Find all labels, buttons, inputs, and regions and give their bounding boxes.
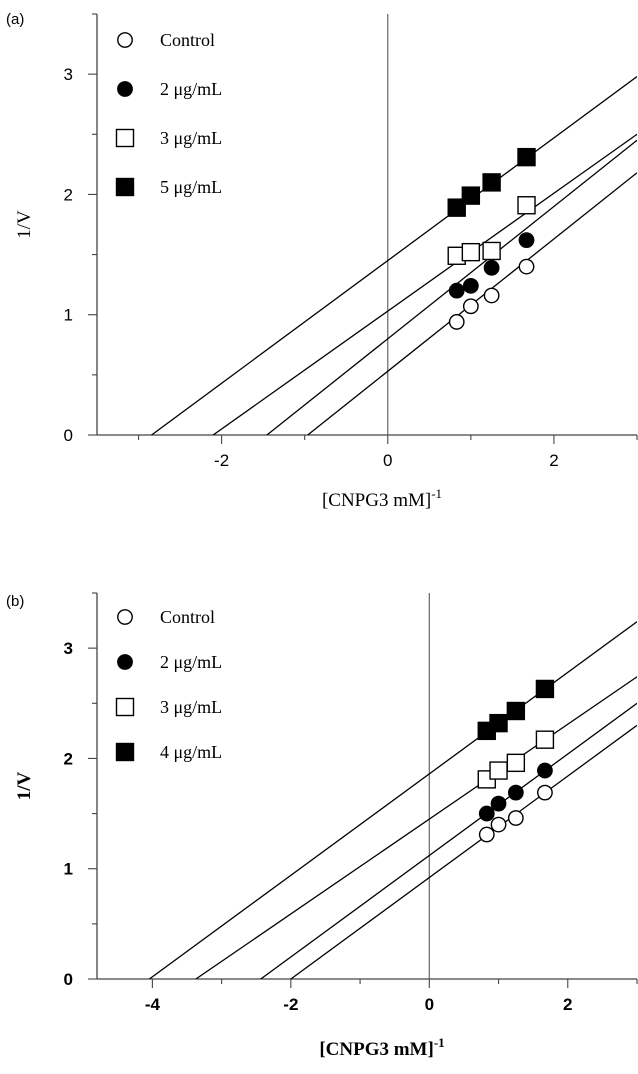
data-point xyxy=(517,147,536,167)
data-point xyxy=(535,730,555,749)
legend-label: 5 μg/mL xyxy=(160,177,222,197)
legend-marker xyxy=(115,128,135,148)
legend-label: 2 μg/mL xyxy=(160,79,222,99)
legend-marker xyxy=(117,32,133,48)
x-tick-label: 2 xyxy=(549,451,558,470)
legend-marker xyxy=(117,609,133,625)
data-point xyxy=(517,196,536,215)
fit-line xyxy=(212,133,637,435)
y-tick-label: 3 xyxy=(64,65,73,84)
series-3 xyxy=(195,676,637,979)
panel-label: (a) xyxy=(6,11,24,28)
data-point xyxy=(461,186,481,205)
x-axis-title: [CNPG3 mM]-1 xyxy=(322,486,442,511)
legend-label: Control xyxy=(160,607,215,627)
series-2 xyxy=(260,702,637,979)
y-tick-label: 0 xyxy=(64,426,73,445)
x-tick-label: 2 xyxy=(563,995,572,1014)
chart-panel-a: (a) 0 1 2 3 -2 0 2 [CNPG3 mM]-1 1/V Control 2 μg/mL… xyxy=(6,11,638,511)
data-point xyxy=(507,784,524,801)
x-tick-label: -2 xyxy=(214,451,229,470)
legend-label: 3 μg/mL xyxy=(160,697,222,717)
y-axis-title: 1/V xyxy=(14,771,35,800)
data-point xyxy=(506,753,526,773)
data-point xyxy=(537,784,553,801)
data-point xyxy=(489,761,508,780)
y-axis-title: 1/V xyxy=(14,210,35,239)
data-point xyxy=(478,826,495,843)
y-tick-label: 2 xyxy=(64,749,73,768)
panel-label: (b) xyxy=(6,593,24,610)
data-point xyxy=(518,232,535,249)
series-2 xyxy=(266,139,637,435)
series-4 xyxy=(148,621,637,979)
fit-line xyxy=(260,702,637,979)
data-point xyxy=(489,713,508,733)
data-point xyxy=(462,298,479,315)
x-tick-label: 0 xyxy=(425,995,434,1014)
fit-line xyxy=(148,621,637,979)
y-tick-label: 2 xyxy=(64,185,73,204)
fit-line xyxy=(195,676,637,979)
data-point xyxy=(537,762,553,779)
data-point xyxy=(478,805,495,822)
data-point xyxy=(507,810,524,826)
data-point xyxy=(490,816,507,833)
legend-marker xyxy=(115,177,135,197)
y-tick-label: 1 xyxy=(64,306,73,325)
series-1 xyxy=(290,724,637,979)
chart-panel-b: (b) 0 1 2 3 -4 -2 0 2 [CNPG3 mM]-1 1/V Control 2 μg/… xyxy=(6,592,638,1060)
x-axis-title: [CNPG3 mM]-1 xyxy=(319,1035,444,1060)
fit-line xyxy=(151,76,637,435)
data-point xyxy=(518,258,535,275)
x-tick-label: 0 xyxy=(383,451,392,470)
legend-marker xyxy=(117,654,133,670)
x-tick-label: -2 xyxy=(283,995,298,1014)
legend-marker xyxy=(115,742,135,762)
x-tick-label: -4 xyxy=(145,995,161,1014)
legend-marker xyxy=(117,81,133,97)
data-point xyxy=(490,795,507,812)
legend-marker xyxy=(115,697,135,717)
series-3 xyxy=(212,133,637,435)
legend-label: Control xyxy=(160,30,215,50)
data-point xyxy=(482,173,501,192)
data-point xyxy=(447,198,466,217)
fit-line xyxy=(290,724,637,979)
series-1 xyxy=(307,172,637,435)
data-point xyxy=(461,242,481,262)
data-point xyxy=(535,679,555,699)
legend-label: 3 μg/mL xyxy=(160,128,222,148)
data-point xyxy=(483,259,500,276)
legend-label: 2 μg/mL xyxy=(160,652,222,672)
y-tick-label: 0 xyxy=(64,970,73,989)
series-4 xyxy=(151,76,637,435)
data-point xyxy=(482,241,501,261)
data-point xyxy=(462,277,479,294)
data-point xyxy=(448,314,465,330)
legend-label: 4 μg/mL xyxy=(160,742,222,762)
y-tick-label: 1 xyxy=(64,860,73,879)
data-point xyxy=(506,701,526,721)
data-point xyxy=(448,282,465,299)
data-point xyxy=(483,287,500,304)
y-tick-label: 3 xyxy=(64,639,73,658)
